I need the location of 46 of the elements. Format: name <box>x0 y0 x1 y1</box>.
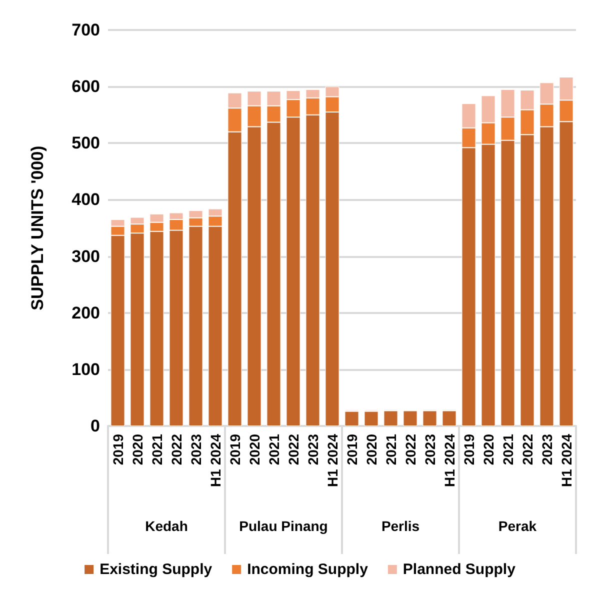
x-tick-label: 2022 <box>402 434 418 466</box>
bar <box>384 410 398 426</box>
x-tick-label: 2023 <box>304 434 321 466</box>
bar <box>344 411 359 426</box>
y-tick-label: 500 <box>72 134 100 153</box>
x-tick-label: H1 2024 <box>207 434 224 487</box>
y-tick-label: 0 <box>90 416 100 436</box>
y-tick-label: 600 <box>72 77 100 96</box>
x-tick-label: 2020 <box>246 434 262 466</box>
x-tick-label: 2020 <box>129 434 146 466</box>
y-tick-label: 400 <box>72 190 100 210</box>
legend-label: Incoming Supply <box>247 561 369 578</box>
x-tick-label: 2022 <box>168 434 184 466</box>
bar <box>364 411 378 426</box>
x-tick-label: 2020 <box>480 434 496 466</box>
x-tick-label: 2019 <box>460 434 477 466</box>
y-tick-label: 300 <box>72 246 100 266</box>
x-tick-label: 2019 <box>344 434 360 466</box>
bar <box>442 410 456 426</box>
x-tick-label: H1 2024 <box>558 434 574 487</box>
x-tick-label: 2019 <box>110 434 126 466</box>
y-axis-title: SUPPLY UNITS '000) <box>28 146 47 310</box>
y-tick-label: 200 <box>72 303 100 322</box>
x-tick-label: 2021 <box>500 434 516 466</box>
x-tick-label: 2021 <box>382 434 399 466</box>
text: Perak <box>498 518 537 534</box>
y-tick-label: 700 <box>72 20 100 40</box>
bar <box>422 410 437 426</box>
x-tick-label: H1 2024 <box>441 434 458 487</box>
y-tick-label: 100 <box>72 360 100 379</box>
x-tick-label: 2022 <box>519 434 536 466</box>
x-tick-label: 2019 <box>226 434 243 466</box>
text: Perlis <box>381 518 420 534</box>
legend-label: Existing Supply <box>100 561 213 578</box>
x-tick-label: 2023 <box>188 434 204 466</box>
x-tick-label: 2020 <box>363 434 380 466</box>
bar <box>403 410 418 426</box>
text: Pulau Pinang <box>239 518 328 534</box>
text: Kedah <box>145 518 188 534</box>
x-tick-label: 2023 <box>538 434 555 466</box>
x-tick-label: 2021 <box>148 434 165 466</box>
x-tick-label: H1 2024 <box>324 434 340 487</box>
x-tick-label: 2022 <box>285 434 302 466</box>
x-tick-label: 2023 <box>422 434 438 466</box>
x-tick-label: 2021 <box>266 434 282 466</box>
legend-label: Planned Supply <box>402 561 516 578</box>
